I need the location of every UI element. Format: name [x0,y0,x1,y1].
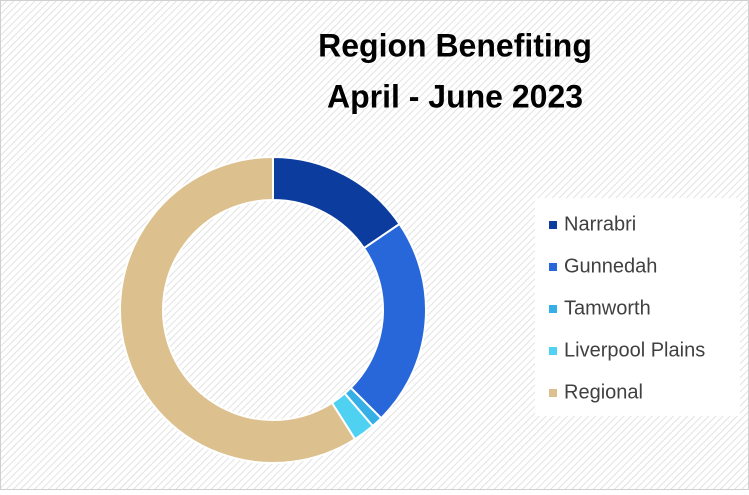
chart-title: April - June 2023 [327,78,583,114]
legend-swatch [549,305,557,313]
legend-swatch [549,221,557,229]
legend-label: Tamworth [564,297,651,319]
legend-label: Regional [564,381,643,403]
legend-label: Gunnedah [564,255,657,277]
legend-label: Liverpool Plains [564,339,705,361]
donut-slice [119,155,357,464]
legend-swatch [549,389,557,397]
legend-swatch [549,347,557,355]
donut-hole [164,201,382,419]
legend-box [535,198,740,416]
legend-label: Narrabri [564,213,636,235]
chart-title: Region Benefiting [318,27,592,63]
legend-swatch [549,263,557,271]
